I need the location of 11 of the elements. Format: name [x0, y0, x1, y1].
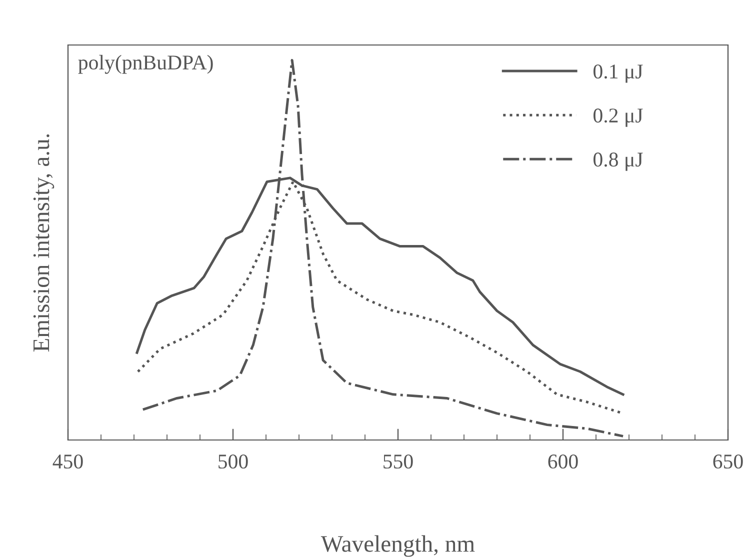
annotation: poly(pnBuDPA)	[78, 54, 213, 74]
x-tick-label: 500	[218, 454, 248, 469]
y-axis-title: Emission intensity, a.u.	[33, 134, 54, 352]
x-tick-label: 650	[713, 454, 743, 469]
legend-label: 0.8 μJ	[594, 152, 643, 171]
legend-label: 0.1 μJ	[594, 64, 643, 83]
x-axis-title: Wavelength, nm	[320, 535, 475, 557]
legend-label: 0.2 μJ	[594, 108, 643, 127]
x-tick-label: 600	[548, 454, 578, 469]
x-tick-label: 550	[384, 454, 413, 469]
x-tick-label: 450	[52, 454, 83, 469]
